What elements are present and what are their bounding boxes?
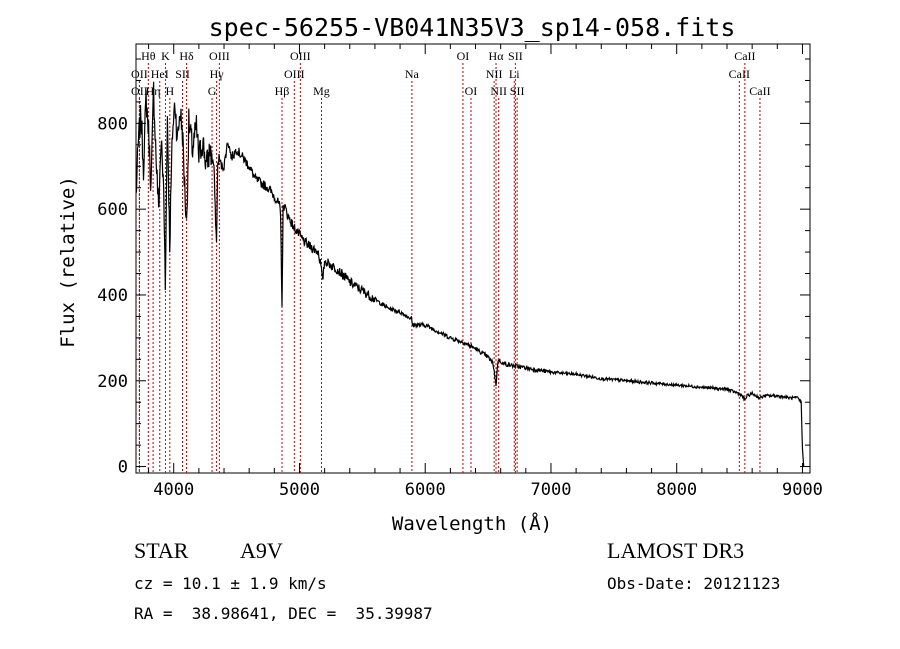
- y-tick-label: 600: [97, 200, 128, 220]
- plot-frame: [135, 43, 811, 474]
- y-tick-label: 800: [97, 114, 128, 134]
- flux-series-line: [135, 81, 805, 467]
- spectral-line-label: H: [165, 84, 174, 98]
- spectral-line-label: Hδ: [179, 49, 194, 63]
- spectral-line-label: OIII: [209, 49, 230, 63]
- spectral-line-label: OIII: [284, 67, 305, 81]
- spectral-line-label: OII: [131, 67, 148, 81]
- spectral-line-label: Na: [405, 67, 420, 81]
- spectral-line-label: CaII: [734, 49, 755, 63]
- spectral-line-label: SII: [510, 84, 525, 98]
- spectral-line-label: NII: [486, 67, 503, 81]
- observation-date: Obs-Date: 20121123: [607, 574, 781, 593]
- spectral-line-label: K: [161, 49, 170, 63]
- axis-ticks: 4000 5000 6000 7000 8000 9000 0 200 400 600 800: [97, 44, 823, 500]
- survey-label: LAMOST DR3: [607, 538, 745, 563]
- spectral-line-label: CaII: [749, 84, 770, 98]
- coordinates-readout: RA = 38.98641, DEC = 35.39987: [134, 604, 433, 623]
- spectral-line-label: Hβ: [275, 84, 290, 98]
- spectral-line-label: Li: [509, 67, 520, 81]
- x-tick-label: 7000: [530, 480, 571, 500]
- y-tick-label: 0: [118, 458, 128, 478]
- object-subclass: A9V: [240, 538, 283, 563]
- spectral-line-label: CaII: [729, 67, 750, 81]
- spectral-line-label: OII: [131, 84, 148, 98]
- y-axis-label: Flux (relative): [57, 176, 79, 348]
- y-tick-label: 200: [97, 372, 128, 392]
- spectral-line-label: SII: [175, 67, 190, 81]
- x-tick-label: 5000: [279, 480, 320, 500]
- spectral-line-label: NII: [490, 84, 507, 98]
- spectral-line-label: Hθ: [141, 49, 156, 63]
- y-tick-label: 400: [97, 286, 128, 306]
- spectral-line-label: G: [208, 84, 217, 98]
- spectral-line-label: OIII: [290, 49, 311, 63]
- spectral-line-label: OI: [457, 49, 470, 63]
- x-tick-label: 4000: [153, 480, 194, 500]
- spectral-line-label: Hα: [489, 49, 505, 63]
- x-tick-label: 8000: [656, 480, 697, 500]
- spectral-line-label: Mg: [313, 84, 330, 98]
- x-tick-label: 6000: [405, 480, 446, 500]
- spectral-line-label: HeI: [151, 67, 169, 81]
- x-tick-label: 9000: [782, 480, 823, 500]
- x-axis-label: Wavelength (Å): [392, 512, 552, 535]
- spectral-line-label: OI: [465, 84, 478, 98]
- spectral-line-label: SII: [508, 49, 523, 63]
- object-class: STAR: [134, 538, 189, 563]
- chart-title: spec-56255-VB041N35V3_sp14-058.fits: [209, 13, 736, 42]
- redshift-readout: cz = 10.1 ± 1.9 km/s: [134, 574, 327, 593]
- spectral-line-label: Hγ: [210, 67, 225, 81]
